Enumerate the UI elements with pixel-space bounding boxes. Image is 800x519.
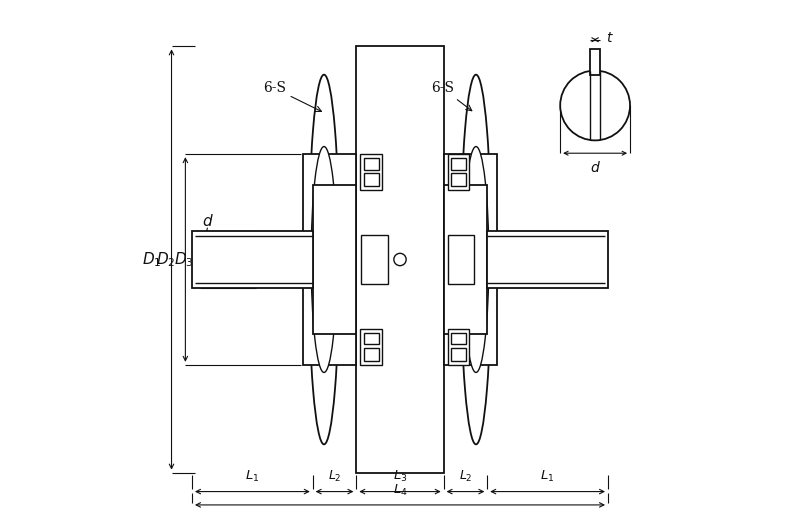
Text: $D_1$: $D_1$ xyxy=(142,250,162,269)
Bar xyxy=(361,154,382,190)
Bar xyxy=(362,235,388,284)
Bar xyxy=(444,154,497,365)
Text: $t$: $t$ xyxy=(606,31,614,45)
Bar xyxy=(361,329,382,365)
Ellipse shape xyxy=(463,146,489,373)
Ellipse shape xyxy=(309,75,339,444)
Bar xyxy=(303,154,356,365)
Bar xyxy=(444,185,487,334)
Ellipse shape xyxy=(311,146,337,373)
Bar xyxy=(363,158,379,170)
Bar xyxy=(448,235,474,284)
Bar xyxy=(451,173,466,186)
Bar xyxy=(356,46,444,473)
Circle shape xyxy=(394,253,406,266)
Text: $L_3$: $L_3$ xyxy=(393,469,407,484)
Bar xyxy=(451,333,466,344)
Text: $L_1$: $L_1$ xyxy=(245,469,259,484)
Text: $D_2$: $D_2$ xyxy=(156,250,175,269)
Circle shape xyxy=(560,71,630,140)
Bar xyxy=(448,154,470,190)
Text: $d$: $d$ xyxy=(202,213,214,229)
Bar xyxy=(313,185,356,334)
Text: $d$: $d$ xyxy=(590,160,601,175)
Bar xyxy=(487,231,608,288)
Text: $d$: $d$ xyxy=(597,247,609,263)
Text: 6-S: 6-S xyxy=(431,81,472,111)
Bar xyxy=(192,231,313,288)
Text: $L_2$: $L_2$ xyxy=(458,469,472,484)
Text: $L_1$: $L_1$ xyxy=(541,469,555,484)
Bar xyxy=(363,348,379,361)
Bar xyxy=(590,49,600,75)
Text: $L_2$: $L_2$ xyxy=(328,469,342,484)
Ellipse shape xyxy=(461,75,491,444)
Bar xyxy=(363,173,379,186)
Text: 6-S: 6-S xyxy=(262,81,322,112)
Bar xyxy=(451,158,466,170)
Bar xyxy=(448,329,470,365)
Bar xyxy=(363,333,379,344)
Bar xyxy=(451,348,466,361)
Text: $D_3$: $D_3$ xyxy=(174,250,194,269)
Text: $L_4$: $L_4$ xyxy=(393,483,407,498)
